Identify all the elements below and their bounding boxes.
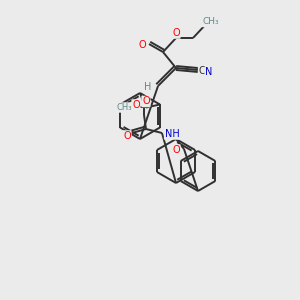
Text: O: O — [123, 131, 131, 141]
Text: CH₃: CH₃ — [203, 17, 219, 26]
Text: O: O — [138, 40, 146, 50]
Text: NH: NH — [165, 129, 179, 139]
Text: CH₃: CH₃ — [116, 103, 132, 112]
Text: O: O — [172, 28, 180, 38]
Text: O: O — [132, 100, 140, 110]
Text: O: O — [142, 97, 150, 106]
Text: N: N — [205, 67, 213, 77]
Text: C: C — [199, 66, 206, 76]
Text: H: H — [144, 82, 152, 92]
Text: O: O — [172, 145, 180, 155]
